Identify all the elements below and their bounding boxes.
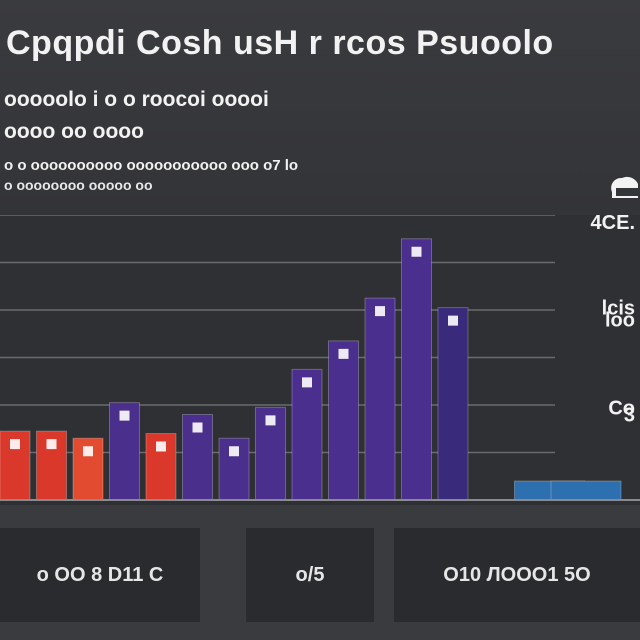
bar-marker-0 [10, 439, 20, 450]
bar-8 [291, 368, 323, 501]
bar-marker-2 [83, 446, 93, 457]
bar-marker-4 [156, 441, 166, 452]
chart-subtitle-line-1: ooooolo i o o roocoi ooooi [4, 88, 269, 111]
value-label-0: 4CE. [591, 215, 635, 234]
chart-subtitle-line-2: oooo oo oooo [4, 120, 144, 143]
footer-panel-2: o/5 [246, 528, 374, 622]
value-label-1: lcis [602, 298, 635, 320]
bar-marker-1 [46, 439, 57, 450]
chart-note-line-2: o oooooooo ooooo oo [4, 177, 153, 193]
bar-marker-10 [375, 306, 385, 317]
value-label-4: 3 [624, 405, 635, 427]
bar-9 [328, 340, 359, 501]
bar-12 [437, 307, 469, 501]
footer-panel-1: o OO 8 D11 C [0, 528, 200, 622]
value-label-2: loo [605, 310, 635, 332]
bar-10 [364, 297, 396, 501]
bar-marker-8 [302, 377, 312, 388]
bar-marker-11 [411, 246, 422, 257]
plot-area: 4CE. lcis loo Co 3 [0, 215, 640, 505]
header: Cpqpdi Cosh usH r rcos Psuoolo ooooolo i… [0, 0, 640, 215]
bar-11 [401, 238, 432, 501]
footer: o OO 8 D11 C o/5 O10 ЛOOO1 5O [0, 505, 640, 640]
bar-marker-9 [338, 348, 349, 359]
bar-marker-6 [229, 446, 239, 457]
value-label-3: Co [608, 397, 635, 419]
bar-marker-5 [192, 422, 203, 433]
bar-marker-12 [448, 315, 458, 326]
footer-panel-3: O10 ЛOOO1 5O [394, 528, 640, 622]
bar-marker-7 [265, 415, 276, 426]
moon-cloud-icon [582, 164, 638, 198]
chart-note-line-1: o o oooooooooo ooooooooooo ooo o7 lo [4, 157, 299, 174]
chart-title: Cpqpdi Cosh usH r rcos Psuoolo [6, 24, 554, 62]
bar-14 [550, 480, 622, 501]
bar-marker-3 [119, 410, 130, 421]
